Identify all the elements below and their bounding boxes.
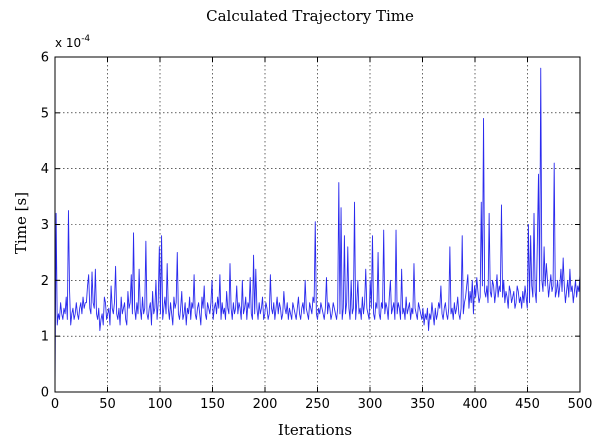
y-axis-exponent: x 10-4 <box>55 34 90 50</box>
x-tick-label: 150 <box>200 397 225 412</box>
y-tick-label: 1 <box>41 330 49 345</box>
series-line <box>54 67 581 390</box>
x-tick-label: 200 <box>253 397 278 412</box>
y-tick-label: 5 <box>41 106 49 121</box>
y-axis-label: Time [s] <box>12 192 30 254</box>
y-exponent-power: -4 <box>81 34 90 44</box>
x-tick-label: 100 <box>148 397 173 412</box>
y-tick-label: 0 <box>41 386 49 401</box>
x-tick-label: 0 <box>51 397 59 412</box>
y-exponent-base: x 10 <box>55 36 81 50</box>
x-tick-label: 50 <box>99 397 116 412</box>
series-group <box>54 67 581 390</box>
x-tick-label: 400 <box>463 397 488 412</box>
y-tick-label: 6 <box>41 51 49 66</box>
x-axis-label: Iterations <box>278 421 352 439</box>
x-tick-label: 250 <box>305 397 330 412</box>
y-axis-ticks: 0 1 2 3 4 5 6 <box>41 51 580 401</box>
y-tick-label: 4 <box>41 162 49 177</box>
x-axis-ticks: 0 50 100 150 200 250 300 350 400 450 500 <box>51 57 593 412</box>
x-tick-label: 500 <box>568 397 593 412</box>
chart-title: Calculated Trajectory Time <box>206 7 414 25</box>
x-tick-label: 300 <box>358 397 383 412</box>
y-tick-label: 3 <box>41 218 49 233</box>
x-tick-label: 450 <box>515 397 540 412</box>
y-tick-label: 2 <box>41 274 49 289</box>
x-tick-label: 350 <box>410 397 435 412</box>
